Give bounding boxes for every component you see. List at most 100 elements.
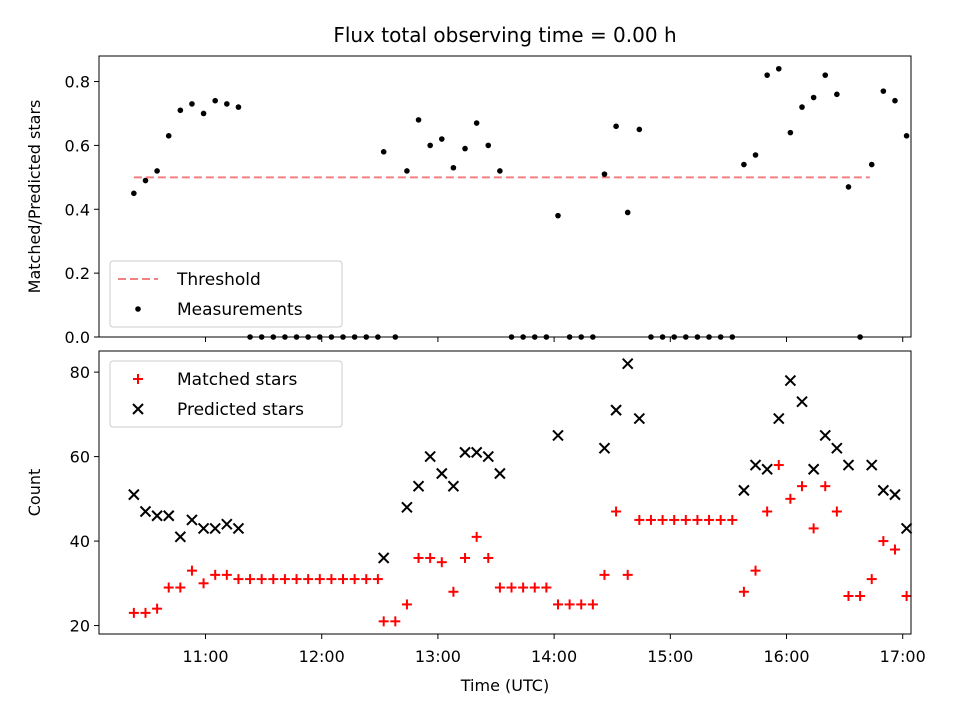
data-point: [140, 607, 151, 618]
data-point: [889, 544, 900, 555]
data-point: [139, 505, 152, 518]
data-point: [810, 94, 817, 101]
data-point: [361, 574, 372, 585]
legend-box: [109, 360, 343, 428]
data-point: [752, 152, 759, 158]
data-point: [692, 514, 703, 525]
legend-label: Measurements: [177, 300, 303, 320]
data-point: [855, 590, 866, 601]
data-point: [314, 574, 325, 585]
data-point: [555, 212, 561, 219]
data-point: [552, 429, 564, 442]
data-point: [669, 514, 680, 525]
legend-label: Matched stars: [177, 370, 297, 390]
data-point: [291, 574, 302, 585]
data-point: [808, 523, 819, 534]
data-point: [165, 133, 172, 139]
data-point: [232, 522, 245, 535]
data-point: [128, 607, 139, 618]
data-point: [764, 72, 770, 78]
data-point: [529, 582, 540, 593]
data-point: [131, 190, 137, 197]
data-point: [427, 142, 433, 149]
data-point: [494, 582, 505, 593]
data-point: [200, 110, 207, 117]
data-point: [880, 88, 887, 94]
x-tick-label: 13:00: [415, 647, 461, 666]
data-point: [564, 599, 575, 610]
data-point: [741, 161, 747, 168]
data-point: [633, 412, 646, 425]
series-predicted-stars: [128, 357, 913, 564]
data-point: [845, 184, 852, 190]
data-point: [224, 101, 230, 107]
data-point: [424, 450, 436, 463]
axes-frame: [98, 350, 912, 635]
data-point: [624, 209, 631, 216]
data-point: [186, 565, 197, 576]
data-point: [797, 481, 808, 492]
data-point: [338, 574, 349, 585]
data-point: [326, 574, 337, 585]
data-point: [470, 446, 483, 459]
data-point: [822, 72, 829, 78]
data-point: [787, 129, 794, 136]
data-point: [750, 565, 761, 576]
data-point: [390, 616, 401, 627]
data-point: [704, 514, 715, 525]
legend: Threshold Measurements: [109, 260, 343, 328]
chart-title: Flux total observing time = 0.00 h: [333, 23, 676, 47]
data-point: [576, 599, 587, 610]
data-point: [903, 133, 910, 139]
data-point: [459, 446, 471, 459]
data-point: [892, 97, 898, 104]
data-point: [657, 514, 668, 525]
x-tick-label: 15:00: [647, 647, 693, 666]
data-point: [349, 574, 360, 585]
data-point: [820, 481, 831, 492]
data-point: [877, 484, 890, 497]
data-point: [738, 484, 750, 497]
data-point: [900, 522, 913, 535]
data-point: [738, 586, 749, 597]
data-point: [198, 578, 209, 589]
data-point: [796, 395, 808, 408]
data-point: [715, 514, 726, 525]
data-point: [448, 586, 459, 597]
data-point: [610, 404, 622, 416]
data-point: [598, 442, 611, 454]
data-point: [785, 493, 796, 504]
data-point: [587, 599, 598, 610]
data-point: [471, 531, 482, 542]
axes-frame: [98, 55, 912, 338]
data-point: [611, 506, 622, 517]
x-tick-label: 16:00: [763, 647, 809, 666]
legend-predicted-swatch: [132, 403, 144, 415]
data-point: [749, 459, 762, 471]
data-point: [842, 459, 855, 471]
data-point: [819, 429, 831, 442]
data-point: [799, 104, 805, 110]
data-point: [601, 171, 608, 177]
data-point: [868, 161, 875, 168]
y-tick-label: 80: [70, 363, 90, 382]
data-point: [450, 164, 457, 171]
data-point: [303, 574, 314, 585]
data-point: [209, 522, 221, 535]
y-axis-label: Count: [25, 469, 44, 517]
data-point: [436, 467, 448, 480]
data-point: [175, 582, 186, 593]
y-axis-label: Matched/Predicted stars: [25, 100, 44, 294]
data-point: [636, 126, 643, 133]
data-point: [210, 569, 221, 580]
y-tick-label: 0.4: [65, 200, 90, 219]
data-point: [483, 552, 494, 563]
data-point: [834, 91, 840, 98]
data-point: [152, 603, 163, 614]
data-point: [413, 552, 424, 563]
data-point: [460, 552, 471, 563]
data-point: [233, 574, 244, 585]
legend-label: Threshold: [176, 270, 261, 290]
data-point: [256, 574, 267, 585]
